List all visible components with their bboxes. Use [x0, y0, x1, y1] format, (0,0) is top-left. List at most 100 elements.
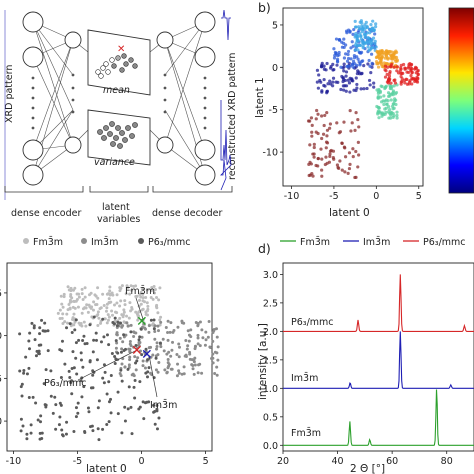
scatter-point [210, 356, 214, 360]
scatter-point [320, 61, 324, 65]
scatter-point [149, 318, 153, 322]
scatter-point [69, 300, 73, 304]
scatter-point [200, 371, 204, 375]
scatter-point [171, 330, 175, 334]
scatter-point [113, 319, 117, 323]
scatter-point [386, 65, 390, 69]
x-tick-label: 20 [277, 456, 289, 467]
scatter-point [186, 329, 190, 333]
scatter-point [203, 343, 207, 347]
scatter-point [149, 295, 153, 299]
scatter-point [360, 21, 364, 25]
scatter-point [367, 40, 372, 44]
scatter-point [144, 312, 148, 316]
scatter-point [86, 310, 90, 314]
scatter-point [120, 313, 124, 317]
scatter-point [373, 39, 377, 43]
scatter-point [350, 77, 354, 81]
scatter-point [127, 385, 131, 389]
scatter-point [314, 130, 318, 134]
scatter-point [391, 115, 395, 119]
scatter-point [73, 286, 77, 290]
scatter-point [39, 414, 43, 418]
scatter-point [105, 333, 109, 337]
scatter-point [110, 352, 114, 356]
scatter-point [44, 405, 48, 409]
scatter-point [115, 293, 119, 297]
scatter-point [27, 395, 31, 399]
scatter-point [370, 61, 374, 65]
scatter-point [366, 37, 371, 41]
scatter-point [97, 316, 101, 320]
scatter-point [165, 352, 169, 356]
scatter-point [365, 31, 369, 35]
scatter-point [128, 340, 132, 344]
scatter-point [387, 76, 391, 81]
scatter-point [377, 55, 382, 60]
panel-c-points [18, 284, 220, 442]
scatter-point [78, 323, 82, 327]
x-tick-label: -10 [284, 191, 300, 202]
scatter-point [345, 59, 350, 63]
scatter-point [207, 320, 211, 324]
scatter-point [51, 411, 55, 415]
scatter-point [354, 111, 358, 115]
scatter-point [113, 355, 117, 359]
decoder-ellipsis [163, 73, 167, 114]
mean-latent-scatter: ✕ [95, 44, 138, 79]
scatter-point [87, 410, 91, 414]
svg-text:✕: ✕ [117, 44, 125, 55]
scatter-point [128, 350, 132, 354]
x-tick-label: 0 [373, 191, 379, 202]
scatter-point [116, 412, 120, 416]
scatter-point [39, 420, 43, 424]
scatter-point [114, 339, 118, 343]
scatter-point [328, 66, 333, 70]
scatter-point [184, 353, 188, 357]
scatter-point [372, 29, 376, 33]
scatter-point [368, 48, 372, 52]
panel-d: d) Fm3̄m Im3̄m P6₃/mmc 20 40 60 80 0.0 0.5 1.0… [257, 236, 474, 474]
scatter-point [361, 44, 365, 48]
scatter-point [215, 335, 219, 339]
scatter-point [120, 347, 124, 351]
scatter-point [114, 357, 118, 361]
scatter-point [56, 311, 60, 315]
scatter-point [324, 140, 329, 144]
scatter-point [128, 347, 132, 351]
scatter-point [182, 365, 186, 369]
scatter-point [316, 157, 320, 161]
dense-decoder-label: dense decoder [152, 208, 222, 219]
scatter-point [38, 332, 42, 336]
scatter-point [18, 369, 22, 373]
scatter-point [316, 164, 320, 168]
scatter-point [312, 142, 316, 146]
scatter-point [91, 369, 95, 373]
scatter-point [136, 313, 140, 317]
scatter-point [378, 110, 382, 114]
scatter-point [320, 157, 324, 161]
scatter-point [82, 385, 86, 389]
scatter-point [44, 329, 48, 333]
scatter-point [60, 316, 64, 320]
scatter-point [105, 422, 109, 426]
scatter-point [92, 338, 96, 342]
panel-c-legend: Fm3̄m Im3̄m P6₃/mmc [23, 236, 191, 248]
scatter-point [387, 51, 391, 56]
scatter-point [389, 98, 393, 102]
panel-d-lines [283, 274, 474, 446]
scatter-point [414, 71, 418, 75]
scatter-point [126, 367, 130, 371]
scatter-point [91, 350, 95, 354]
scatter-point [144, 371, 148, 375]
scatter-point [347, 151, 352, 155]
scatter-point [395, 69, 399, 73]
scatter-point [395, 113, 399, 117]
scatter-point [196, 333, 200, 337]
scatter-point [141, 364, 145, 368]
scatter-point [153, 337, 157, 341]
scatter-point [82, 320, 86, 324]
scatter-point [192, 360, 196, 364]
panel-d-label-fm: Fm3̄m [291, 427, 321, 439]
scatter-point [112, 322, 116, 326]
